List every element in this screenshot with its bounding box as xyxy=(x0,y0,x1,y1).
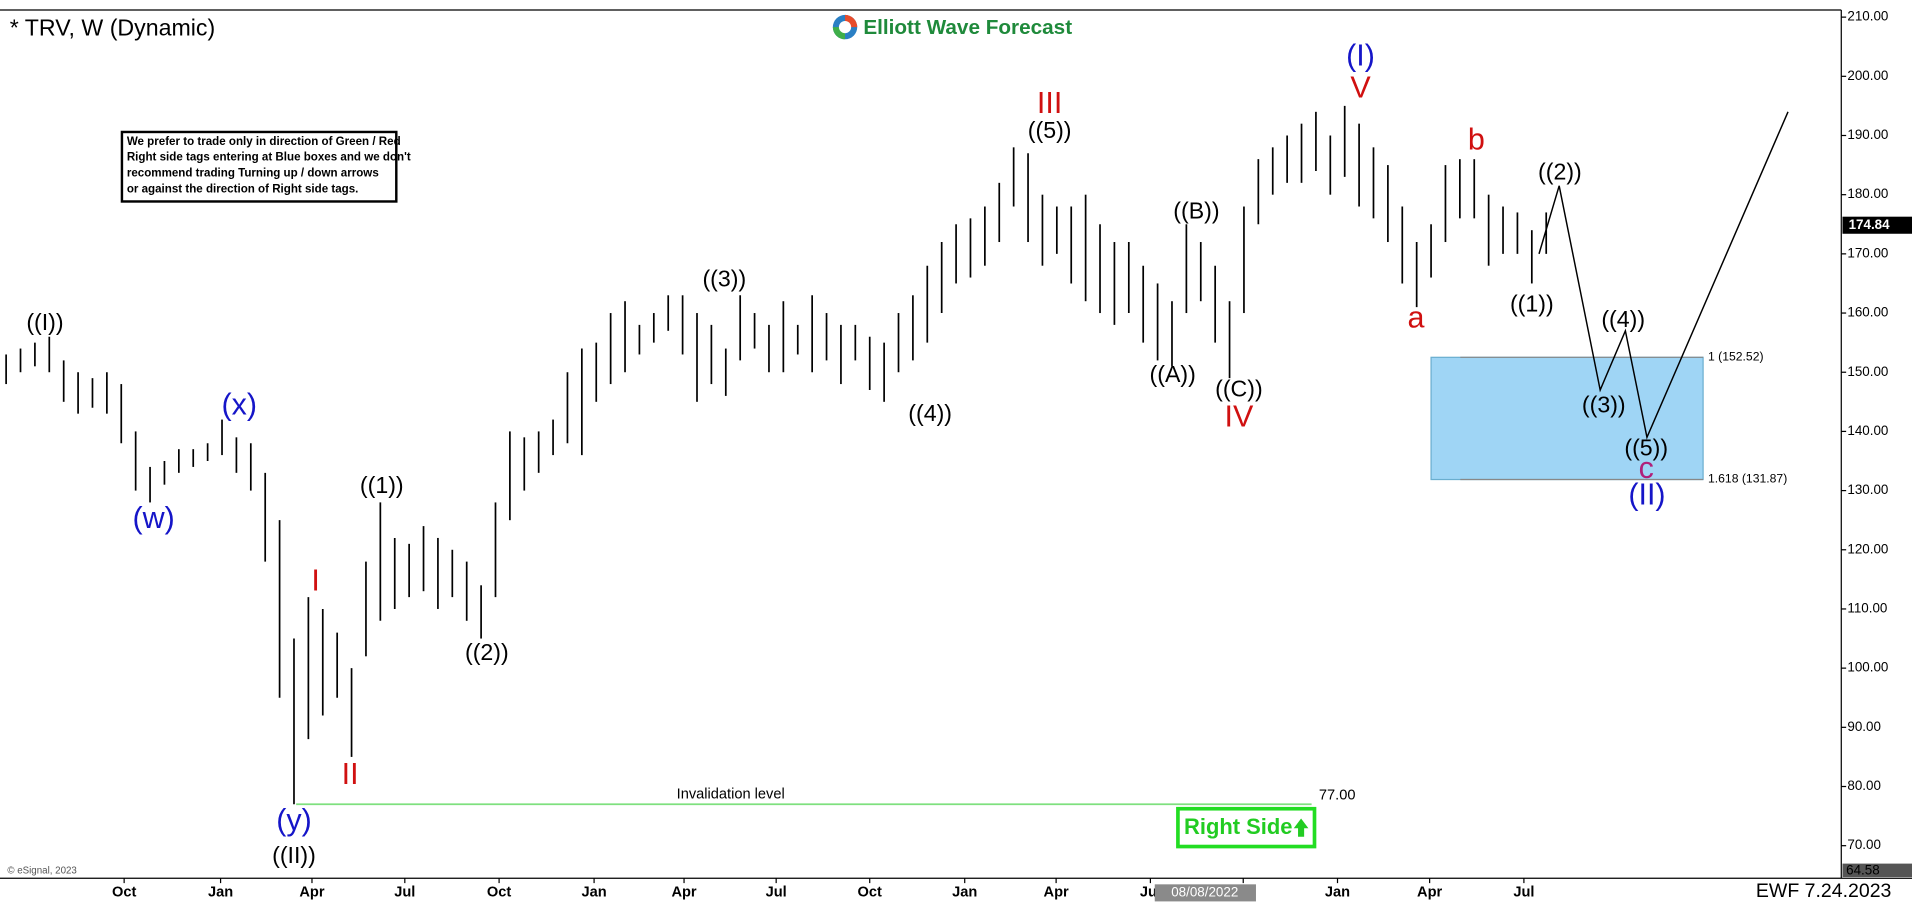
y-tick-label: 200.00 xyxy=(1847,68,1888,83)
notice-line: recommend trading Turning up / down arro… xyxy=(127,167,379,179)
target-level-label: 1.618 (131.87) xyxy=(1708,472,1787,486)
x-tick-label: Jan xyxy=(208,885,233,901)
footer-date: EWF 7.24.2023 xyxy=(1756,880,1892,902)
wave-label: (w) xyxy=(133,501,175,535)
wave-label: ((2)) xyxy=(1538,159,1582,185)
notice-line: We prefer to trade only in direction of … xyxy=(127,136,401,148)
wave-label: ((II)) xyxy=(272,842,316,868)
invalidation-value: 77.00 xyxy=(1319,788,1356,804)
x-tick-label: Oct xyxy=(487,885,512,901)
y-tick-label: 170.00 xyxy=(1847,245,1888,260)
cursor-date: 08/08/2022 xyxy=(1171,884,1238,899)
wave-label: ((5)) xyxy=(1624,434,1668,460)
x-tick-label: Jul xyxy=(1513,885,1534,901)
wave-label: ((1)) xyxy=(360,472,404,498)
x-tick-label: Apr xyxy=(1044,885,1069,901)
y-tick-label: 120.00 xyxy=(1847,541,1888,556)
wave-label: (I) xyxy=(1346,38,1375,72)
y-tick-label: 140.00 xyxy=(1847,423,1888,438)
wave-label: ((I)) xyxy=(26,309,63,335)
notice-line: Right side tags entering at Blue boxes a… xyxy=(127,152,411,164)
axis-bottom-label: 64.58 xyxy=(1846,862,1880,877)
wave-label: I xyxy=(311,563,319,597)
axis-bottom-box xyxy=(1842,863,1912,878)
wave-label: (II) xyxy=(1628,478,1665,512)
projection-path xyxy=(1538,111,1789,440)
invalidation-text: Invalidation level xyxy=(677,786,785,802)
wave-label: ((3)) xyxy=(702,266,746,292)
x-tick-label: Jul xyxy=(394,885,415,901)
x-tick-label: Apr xyxy=(299,885,324,901)
wave-label: ((4)) xyxy=(1601,306,1645,332)
up-arrow xyxy=(1293,818,1309,837)
y-tick-label: 160.00 xyxy=(1847,305,1888,320)
y-tick-label: 210.00 xyxy=(1847,9,1888,24)
notice-box: We prefer to trade only in direction of … xyxy=(120,130,411,203)
y-tick-label: 100.00 xyxy=(1847,660,1888,675)
wave-label: (y) xyxy=(276,803,312,837)
right-side-text: Right Side xyxy=(1184,814,1292,839)
x-tick-label: Jul xyxy=(766,885,787,901)
wave-label: b xyxy=(1468,122,1485,156)
notice-frame xyxy=(120,130,398,203)
wave-label: II xyxy=(342,757,359,791)
x-tick-label: Oct xyxy=(858,885,883,901)
wave-label: ((2)) xyxy=(465,639,509,665)
wave-label: ((C)) xyxy=(1215,376,1263,402)
annotation-layer: 1 (152.52) 1.618 (131.87) Invalidation lev… xyxy=(26,38,1789,868)
last-price-label: 174.84 xyxy=(1849,217,1891,232)
wave-label: ((A)) xyxy=(1150,361,1196,387)
wave-label: III xyxy=(1037,86,1062,120)
wave-label: V xyxy=(1350,70,1371,104)
right-side-frame xyxy=(1176,806,1317,849)
notice-line: or against the direction of Right side t… xyxy=(127,183,359,195)
wave-label: ((5)) xyxy=(1028,117,1072,143)
target-box xyxy=(1430,356,1704,481)
brand-name: Elliott Wave Forecast xyxy=(863,16,1072,39)
cursor-date-box xyxy=(1154,884,1256,902)
x-tick-label: Oct xyxy=(112,885,137,901)
wave-label: ((4)) xyxy=(908,400,952,426)
wave-label: ((3)) xyxy=(1582,392,1626,418)
wave-label: (x) xyxy=(222,388,258,422)
y-tick-label: 150.00 xyxy=(1847,364,1888,379)
wave-label: c xyxy=(1639,451,1654,485)
chart-title: * TRV, W (Dynamic) xyxy=(10,15,215,41)
y-tick-label: 110.00 xyxy=(1847,601,1887,616)
wave-label: IV xyxy=(1225,399,1254,433)
logo-icon-center xyxy=(838,21,852,34)
x-tick-label: Apr xyxy=(1417,885,1442,901)
target-level-label: 1 (152.52) xyxy=(1708,350,1764,364)
bars-layer xyxy=(5,105,1548,805)
y-tick-label: 190.00 xyxy=(1847,127,1888,142)
y-tick-label: 90.00 xyxy=(1847,719,1881,734)
y-tick-label: 80.00 xyxy=(1847,778,1881,793)
brand-logo: Elliott Wave Forecast xyxy=(832,14,1072,40)
last-price-tag xyxy=(1842,216,1912,234)
wave-label: ((1)) xyxy=(1510,290,1554,316)
y-tick-label: 180.00 xyxy=(1847,186,1888,201)
x-tick-label: Apr xyxy=(671,885,696,901)
wave-label: ((B)) xyxy=(1173,198,1219,224)
y-tick-label: 130.00 xyxy=(1847,482,1888,497)
y-tick-label: 70.00 xyxy=(1847,837,1881,852)
x-tick-label: Jan xyxy=(581,885,606,901)
right-side-tag: Right Side xyxy=(1176,806,1317,849)
wave-label: a xyxy=(1407,301,1424,335)
copyright: © eSignal, 2023 xyxy=(7,865,77,876)
x-tick-label: Jan xyxy=(1325,885,1350,901)
x-tick-label: Jan xyxy=(952,885,977,901)
